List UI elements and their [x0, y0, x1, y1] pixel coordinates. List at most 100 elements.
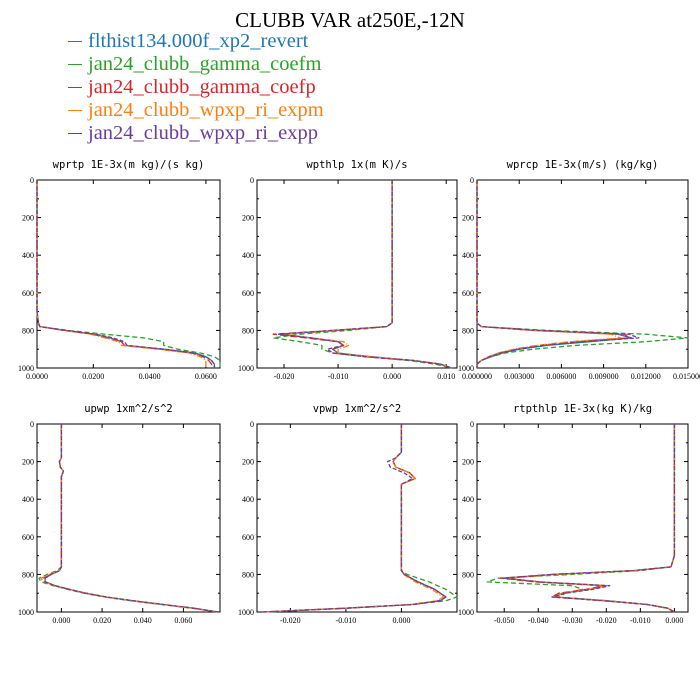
y-tick-label: 1000 — [18, 608, 34, 617]
x-tick-label: -0.050 — [494, 616, 515, 625]
series-line — [36, 180, 207, 368]
chart-panel: rtpthlp 1E-3x(kg K)/kg 0 200 400 600 800 1000 -… — [458, 403, 689, 625]
series-line — [277, 180, 452, 369]
y-tick-label: 800 — [242, 570, 254, 579]
legend-swatch — [68, 110, 82, 111]
y-tick-label: 800 — [22, 570, 34, 579]
panel-title: wpthlp 1x(m K)/s — [306, 159, 407, 171]
plot-frame — [36, 179, 221, 369]
series-line — [38, 424, 219, 613]
legend-swatch — [68, 133, 82, 134]
y-tick-label: 0 — [250, 176, 254, 185]
plot-frame — [476, 179, 689, 369]
chart-panel: vpwp 1xm^2/s^2 0 200 400 600 800 1000 -0.020 -0.… — [238, 403, 458, 625]
y-tick-label: 600 — [462, 289, 474, 298]
y-tick-label: 200 — [22, 458, 34, 467]
x-tick-label: -0.030 — [562, 616, 583, 625]
x-tick-label: -0.010 — [630, 616, 651, 625]
y-tick-label: 400 — [242, 251, 254, 260]
y-tick-label: 800 — [22, 326, 34, 335]
series-line — [272, 180, 452, 369]
y-tick-label: 200 — [462, 458, 474, 467]
x-tick-label: 0.060 — [174, 616, 192, 625]
series-line — [283, 180, 452, 369]
series-line — [476, 180, 689, 368]
y-tick-label: 1000 — [458, 364, 474, 373]
series-line — [44, 424, 219, 613]
y-tick-label: 0 — [470, 176, 474, 185]
series-line — [476, 180, 622, 368]
y-tick-label: 0 — [30, 176, 34, 185]
series-line — [36, 180, 216, 368]
chart-panel: upwp 1xm^2/s^2 0 200 400 600 800 1000 0.000 0.02… — [18, 403, 221, 625]
page-title: CLUBB VAR at250E,-12N — [235, 8, 465, 32]
y-tick-label: 200 — [242, 214, 254, 223]
x-tick-label: 0.009000 — [589, 372, 619, 381]
legend-label: jan24_clubb_wpxp_ri_expp — [88, 122, 319, 144]
x-tick-label: -0.020 — [274, 372, 295, 381]
x-tick-label: 0.000 — [52, 616, 70, 625]
series-line — [272, 180, 452, 369]
legend-label: flthist134.000f_xp2_revert — [88, 30, 309, 52]
y-tick-label: 200 — [22, 214, 34, 223]
series-line — [506, 424, 676, 613]
y-tick-label: 800 — [242, 326, 254, 335]
y-tick-label: 1000 — [18, 364, 34, 373]
x-tick-label: 0.000 — [383, 372, 401, 381]
x-tick-label: 0.0400 — [139, 372, 161, 381]
y-tick-label: 600 — [242, 289, 254, 298]
x-tick-label: 0.003000 — [504, 372, 534, 381]
x-tick-label: 0.010 — [437, 372, 455, 381]
y-tick-label: 400 — [462, 251, 474, 260]
y-tick-label: 800 — [462, 326, 474, 335]
x-tick-label: 0.000 — [665, 616, 683, 625]
panel-title: vpwp 1xm^2/s^2 — [313, 403, 402, 415]
series-line — [476, 180, 640, 368]
y-tick-label: 400 — [462, 495, 474, 504]
series-line — [44, 424, 219, 613]
x-tick-label: 0.015000 — [673, 372, 700, 381]
y-tick-label: 1000 — [238, 364, 254, 373]
series-line — [500, 424, 676, 613]
y-tick-label: 400 — [22, 495, 34, 504]
series-line — [36, 180, 221, 368]
series-line — [40, 424, 219, 613]
x-tick-label: 0.040 — [134, 616, 152, 625]
y-tick-label: 0 — [30, 420, 34, 429]
y-tick-label: 600 — [462, 533, 474, 542]
legend-swatch — [68, 87, 82, 88]
series-line — [42, 424, 219, 613]
y-tick-label: 600 — [22, 533, 34, 542]
legend-swatch — [68, 41, 82, 42]
panel-title: rtpthlp 1E-3x(kg K)/kg — [513, 403, 652, 415]
x-tick-label: 0.020 — [93, 616, 111, 625]
series-line — [262, 424, 447, 613]
panel-title: wprtp 1E-3x(m kg)/(s kg) — [53, 159, 205, 171]
chart-panel: wprtp 1E-3x(m kg)/(s kg) 0 200 400 600 800 100… — [18, 159, 221, 381]
series-line — [486, 424, 676, 613]
y-tick-label: 1000 — [238, 608, 254, 617]
plot-frame — [36, 423, 221, 613]
y-tick-label: 1000 — [458, 608, 474, 617]
x-tick-label: 0.0200 — [82, 372, 104, 381]
y-tick-label: 200 — [242, 458, 254, 467]
plot-frame — [256, 423, 458, 613]
x-tick-label: -0.010 — [328, 372, 349, 381]
legend-swatch — [68, 64, 82, 65]
y-tick-label: 400 — [22, 251, 34, 260]
y-tick-label: 0 — [250, 420, 254, 429]
series-line — [36, 180, 213, 368]
y-tick-label: 400 — [242, 495, 254, 504]
x-tick-label: -0.020 — [280, 616, 301, 625]
series-line — [36, 180, 216, 368]
legend-label: jan24_clubb_gamma_coefm — [88, 53, 322, 75]
chart-panel: wpthlp 1x(m K)/s 0 200 400 600 800 1000 -0.020 -… — [238, 159, 458, 381]
y-tick-label: 200 — [462, 214, 474, 223]
y-tick-label: 800 — [462, 570, 474, 579]
panel-title: upwp 1xm^2/s^2 — [84, 403, 173, 415]
legend-label: jan24_clubb_wpxp_ri_expm — [88, 99, 324, 121]
series-line — [262, 424, 447, 613]
plot-frame — [256, 179, 458, 369]
y-tick-label: 600 — [242, 533, 254, 542]
